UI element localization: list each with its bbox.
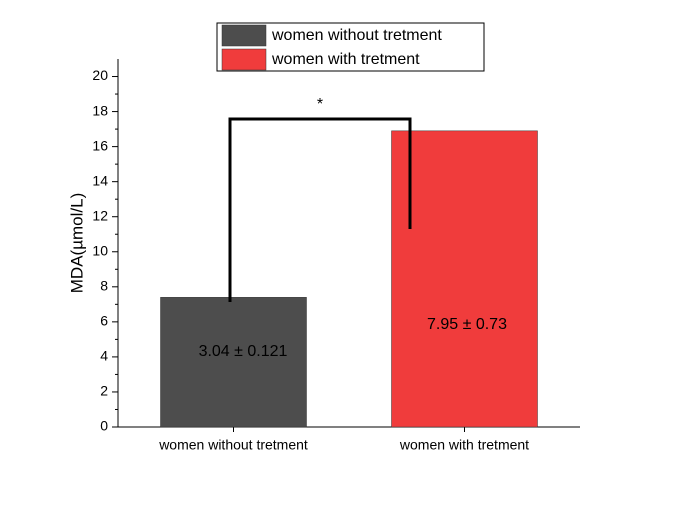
x-tick-label: women with tretment: [399, 437, 529, 453]
y-tick-label: 10: [92, 242, 108, 258]
y-tick-label: 16: [92, 137, 108, 153]
legend-label: women with tretment: [271, 51, 420, 68]
legend-swatch: [221, 48, 267, 71]
y-tick-label: 0: [100, 418, 108, 434]
y-tick-label: 20: [92, 67, 108, 83]
significance-bracket: [228, 117, 412, 302]
annotation: 3.04 ± 0.121: [199, 343, 288, 360]
y-tick-label: 14: [92, 172, 108, 188]
x-tick-label: women without tretment: [158, 437, 308, 453]
bar: [160, 297, 307, 428]
y-tick-label: 12: [92, 207, 108, 223]
bar: [391, 130, 538, 428]
y-tick-label: 6: [100, 313, 108, 329]
y-tick-label: 2: [100, 383, 108, 399]
legend-swatch: [221, 24, 267, 47]
y-axis-label: MDA(µmol/L): [67, 193, 86, 293]
y-tick-label: 18: [92, 102, 108, 118]
y-tick-label: 4: [100, 348, 108, 364]
annotation: 7.95 ± 0.73: [427, 316, 507, 333]
y-tick-label: 8: [100, 278, 108, 294]
annotation: *: [317, 96, 323, 113]
legend-label: women without tretment: [271, 27, 442, 44]
